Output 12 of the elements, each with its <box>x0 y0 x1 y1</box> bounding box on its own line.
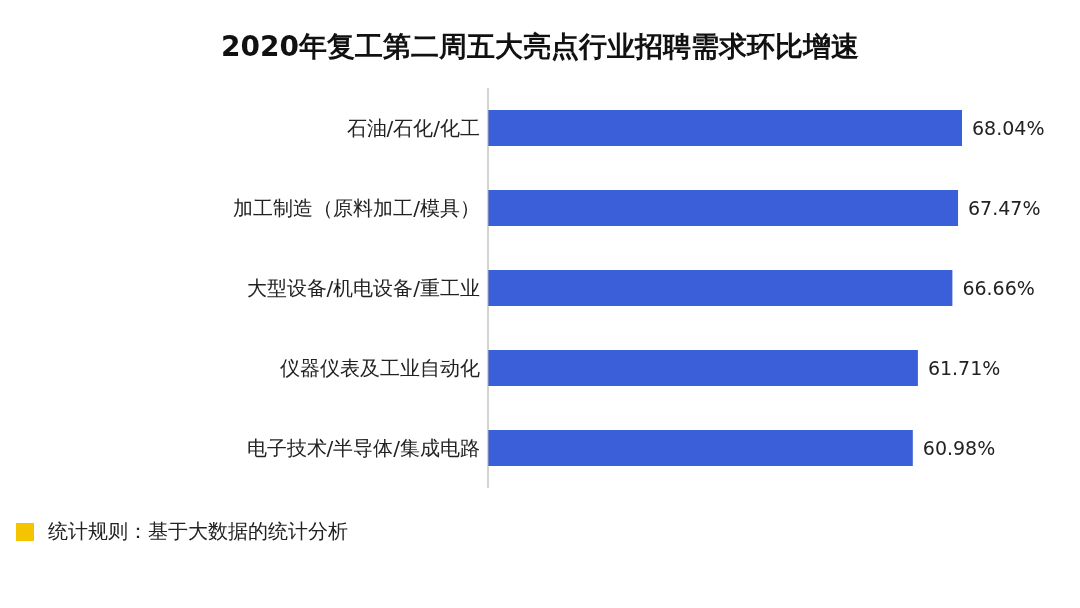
data-label: 68.04% <box>972 117 1045 139</box>
y-tick-label: 石油/石化/化工 <box>346 116 480 141</box>
y-tick-label: 仪器仪表及工业自动化 <box>280 356 480 381</box>
y-tick-label: 电子技术/半导体/集成电路 <box>246 436 480 461</box>
data-label: 61.71% <box>927 357 1001 379</box>
text: 统计规则：基于大数据的统计分析 <box>48 518 348 545</box>
data-label: 67.47% <box>968 197 1041 219</box>
y-tick-label: 大型设备/机电设备/重工业 <box>246 276 480 301</box>
data-label: 66.66% <box>962 277 1035 299</box>
y-tick-label: 加工制造（原料加工/模具） <box>233 196 480 221</box>
chart-title: 2020年复工第二周五大亮点行业招聘需求环比增速 <box>220 29 860 65</box>
data-label: 60.98% <box>922 437 996 459</box>
